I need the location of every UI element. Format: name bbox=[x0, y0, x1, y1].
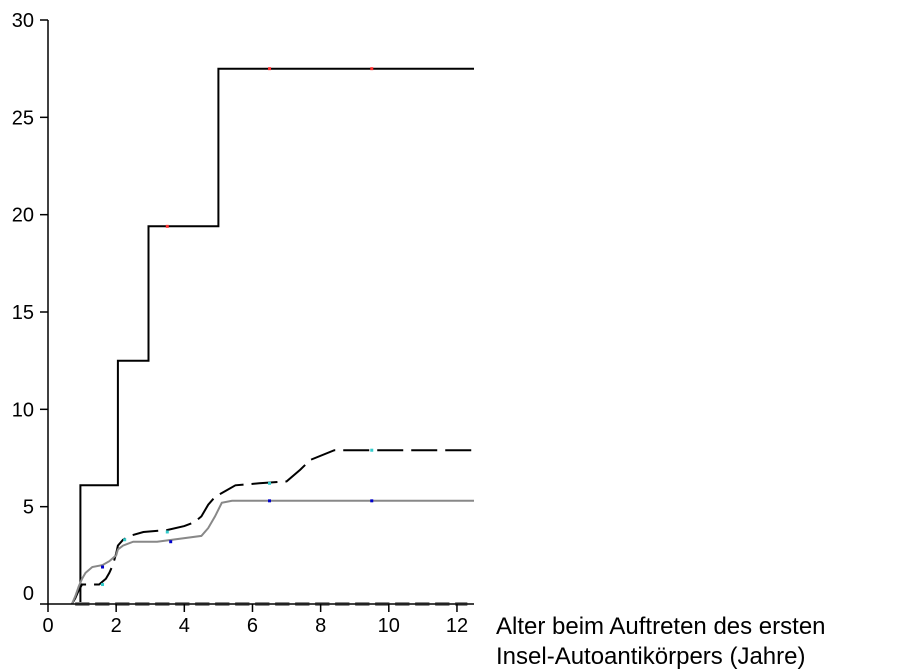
series-1-line bbox=[71, 449, 474, 605]
y-tick-label-5: 25 bbox=[12, 107, 34, 129]
x-tick-label-5: 10 bbox=[378, 615, 400, 637]
series-0-censor-mark-1 bbox=[268, 67, 272, 71]
series-1-censor-mark-2 bbox=[165, 530, 169, 534]
axes-layer bbox=[47, 20, 474, 605]
x-axis-title-line-1: Alter beim Auftreten des ersten bbox=[496, 613, 826, 640]
x-tick-label-6: 12 bbox=[446, 615, 468, 637]
y-tick-label-2: 10 bbox=[12, 399, 34, 421]
x-tick-label-2: 4 bbox=[179, 615, 190, 637]
series-0-censor-mark-0 bbox=[165, 224, 169, 228]
y-tick-label-4: 20 bbox=[12, 205, 34, 227]
ticks-layer: 0 5 10 15 20 25 30 0 2 4 6 8 10 12 bbox=[12, 10, 468, 637]
series-2-censor-mark-1 bbox=[169, 540, 173, 544]
x-tick-label-4: 8 bbox=[315, 615, 326, 637]
y-tick-label-6: 30 bbox=[12, 10, 34, 32]
y-tick-label-1: 5 bbox=[23, 497, 34, 519]
series-1-censor-mark-3 bbox=[268, 481, 272, 485]
series-0-censor-mark-2 bbox=[370, 67, 374, 71]
y-tick-label-0: 0 bbox=[23, 583, 34, 605]
y-tick-label-3: 15 bbox=[12, 302, 34, 324]
series-2-censor-mark-3 bbox=[370, 499, 374, 503]
x-tick-label-3: 6 bbox=[247, 615, 258, 637]
x-tick-label-0: 0 bbox=[42, 615, 53, 637]
x-tick-label-1: 2 bbox=[111, 615, 122, 637]
series-2-censor-mark-2 bbox=[268, 499, 272, 503]
series-layer bbox=[70, 67, 474, 606]
series-1-censor-mark-0 bbox=[101, 583, 105, 587]
x-axis-title-line-2: Insel-Autoantikörpers (Jahre) bbox=[496, 643, 805, 670]
series-1-censor-mark-1 bbox=[123, 538, 127, 542]
series-2-censor-mark-0 bbox=[101, 565, 105, 569]
series-2-line bbox=[70, 499, 474, 605]
series-1-censor-mark-4 bbox=[370, 448, 374, 452]
series-0-line bbox=[79, 67, 474, 604]
